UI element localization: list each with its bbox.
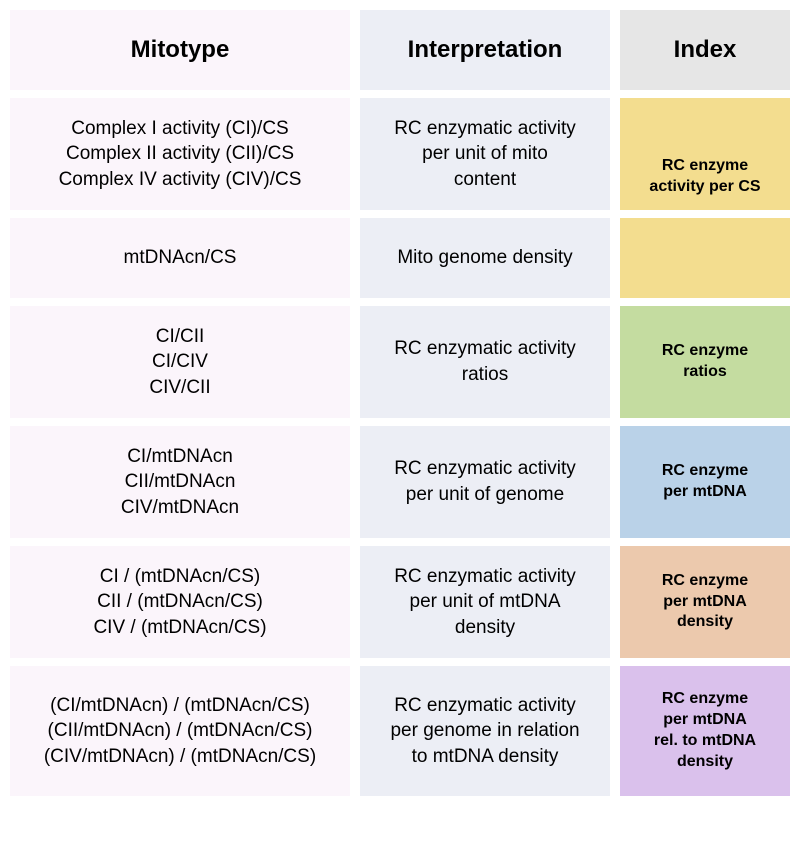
mitotype-cell: CI / (mtDNAcn/CS)CII / (mtDNAcn/CS)CIV /… [10,546,350,658]
mitotype-line: CIV / (mtDNAcn/CS) [93,615,266,641]
index-line: density [677,752,733,773]
header-index: Index [620,10,790,90]
index-line: activity per CS [649,177,760,198]
interpretation-line: per unit of mtDNA [410,589,561,615]
mitotype-line: CIV/mtDNAcn [121,495,239,521]
interpretation-line: RC enzymatic activity [394,116,576,142]
mitotype-line: CI/mtDNAcn [127,444,233,470]
interpretation-line: RC enzymatic activity [394,456,576,482]
interpretation-cell: Mito genome density [360,218,610,298]
index-line: per mtDNA [663,482,747,503]
interpretation-line: Mito genome density [397,245,572,271]
index-line: density [677,612,733,633]
mitotype-cell: mtDNAcn/CS [10,218,350,298]
interpretation-line: RC enzymatic activity [394,693,576,719]
mitotype-line: mtDNAcn/CS [124,245,237,271]
mitotype-line: (CI/mtDNAcn) / (mtDNAcn/CS) [50,693,310,719]
index-cell: RC enzymeper mtDNArel. to mtDNAdensity [620,666,790,796]
mitotype-line: CII/mtDNAcn [125,469,236,495]
interpretation-line: to mtDNA density [412,744,559,770]
interpretation-line: RC enzymatic activity [394,564,576,590]
header-mitotype: Mitotype [10,10,350,90]
index-cell: RC enzymeper mtDNA [620,426,790,538]
interpretation-cell: RC enzymatic activityper unit of mitocon… [360,98,610,210]
interpretation-cell: RC enzymatic activityper unit of genome [360,426,610,538]
mitotype-line: Complex I activity (CI)/CS [71,116,288,142]
interpretation-cell: RC enzymatic activityper genome in relat… [360,666,610,796]
mitotype-line: CI/CII [156,324,205,350]
mitotype-line: Complex IV activity (CIV)/CS [59,167,302,193]
index-line: RC enzyme [662,341,748,362]
index-line: RC enzyme [662,689,748,710]
interpretation-line: density [455,615,515,641]
mitotype-table: Mitotype Interpretation Index Complex I … [0,0,790,806]
index-line: ratios [683,362,727,383]
index-line: RC enzyme [662,461,748,482]
index-line: per mtDNA [663,710,747,731]
mitotype-cell: CI/CIICI/CIVCIV/CII [10,306,350,418]
interpretation-line: per unit of mito [422,141,548,167]
index-cell: RC enzymeper mtDNAdensity [620,546,790,658]
interpretation-cell: RC enzymatic activityratios [360,306,610,418]
index-line: per mtDNA [663,592,747,613]
interpretation-line: per unit of genome [406,482,564,508]
mitotype-line: (CIV/mtDNAcn) / (mtDNAcn/CS) [44,744,316,770]
index-line: RC enzyme [662,571,748,592]
interpretation-line: content [454,167,516,193]
mitotype-line: CI/CIV [152,349,208,375]
header-interpretation: Interpretation [360,10,610,90]
mitotype-line: (CII/mtDNAcn) / (mtDNAcn/CS) [48,718,313,744]
mitotype-line: CI / (mtDNAcn/CS) [100,564,260,590]
index-line: rel. to mtDNA [654,731,756,752]
index-cell: RC enzymeratios [620,306,790,418]
index-line: RC enzyme [662,156,748,177]
mitotype-line: CII / (mtDNAcn/CS) [97,589,263,615]
interpretation-line: ratios [462,362,508,388]
interpretation-cell: RC enzymatic activityper unit of mtDNAde… [360,546,610,658]
mitotype-cell: (CI/mtDNAcn) / (mtDNAcn/CS)(CII/mtDNAcn)… [10,666,350,796]
mitotype-line: Complex II activity (CII)/CS [66,141,294,167]
index-cell [620,218,790,298]
interpretation-line: per genome in relation [390,718,579,744]
index-cell: RC enzymeactivity per CS [620,98,790,210]
mitotype-cell: CI/mtDNAcnCII/mtDNAcnCIV/mtDNAcn [10,426,350,538]
interpretation-line: RC enzymatic activity [394,336,576,362]
mitotype-line: CIV/CII [149,375,210,401]
mitotype-cell: Complex I activity (CI)/CSComplex II act… [10,98,350,210]
